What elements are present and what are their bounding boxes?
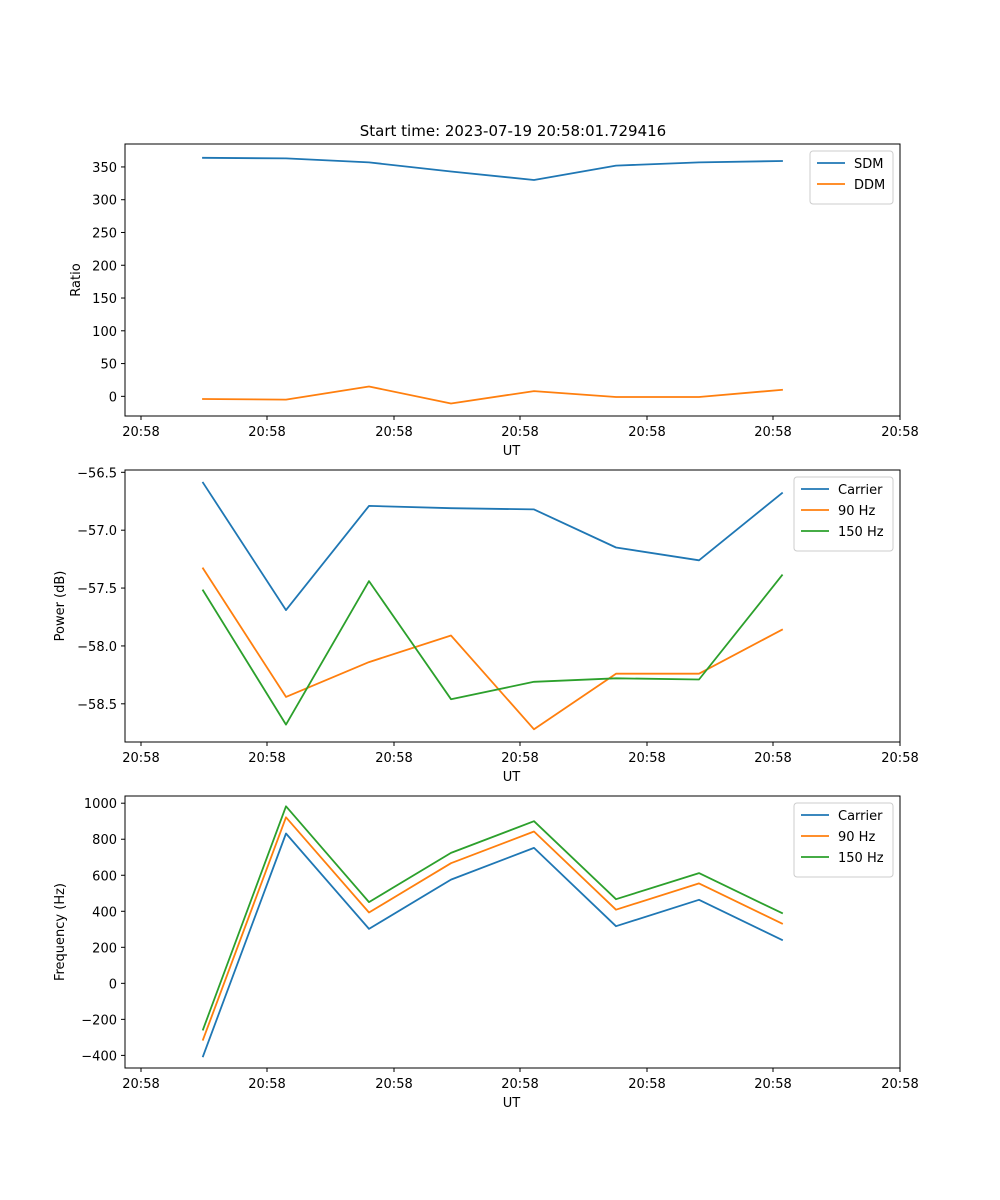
legend-box [809,150,894,205]
legend-label: Carrier [838,483,883,498]
legend-box [793,476,894,552]
y-tick-label: 200 [92,259,117,274]
series-line-90-hz [201,567,784,731]
y-axis-label: Frequency (Hz) [53,883,68,981]
y-tick-label: −58.5 [77,698,117,713]
x-tick-label: 20:58 [881,751,918,766]
x-tick-label: 20:58 [375,425,412,440]
x-tick-label: 20:58 [628,751,665,766]
legend-label: DDM [854,178,885,193]
y-tick-label: 300 [92,194,117,209]
panels: 20:58 20:58 20:58 20:58 20:58 20:58 20:58 UT 0 50… [53,143,919,1111]
series-line-150-hz [201,805,784,1031]
y-tick-label: 50 [100,358,117,373]
x-tick-label: 20:58 [122,1077,159,1092]
y-tick-label: 0 [109,977,117,992]
legend-label: 150 Hz [838,851,884,866]
legend: Carrier 90 Hz 150 Hz [793,802,894,878]
x-tick-label: 20:58 [754,1077,791,1092]
x-tick-label: 20:58 [248,751,285,766]
x-tick-label: 20:58 [501,1077,538,1092]
series-line-sdm [202,156,783,181]
legend-label: 90 Hz [838,504,875,519]
series-line-carrier [201,832,784,1058]
x-tick-label: 20:58 [501,751,538,766]
series-line-150-hz [201,574,784,726]
y-axis-label: Ratio [69,263,84,296]
x-tick-label: 20:58 [122,425,159,440]
series-line-90-hz [201,816,784,1041]
y-tick-label: 350 [92,161,117,176]
legend-label: Carrier [838,809,883,824]
axes-frame [124,795,901,1069]
x-tick-label: 20:58 [628,425,665,440]
x-axis-label: UT [503,770,521,785]
y-tick-label: 800 [92,833,117,848]
panel-ratio: 20:58 20:58 20:58 20:58 20:58 20:58 20:58 UT 0 50… [69,143,919,459]
legend-box [793,802,894,878]
legend-label: 90 Hz [838,830,875,845]
legend: SDM DDM [809,150,894,205]
x-tick-label: 20:58 [628,1077,665,1092]
series-line-carrier [201,481,784,611]
y-tick-label: 100 [92,325,117,340]
y-tick-label: −56.5 [77,466,117,481]
x-tick-label: 20:58 [122,751,159,766]
x-axis-label: UT [503,444,521,459]
legend: Carrier 90 Hz 150 Hz [793,476,894,552]
x-tick-label: 20:58 [754,425,791,440]
x-tick-label: 20:58 [248,425,285,440]
panel-frequency: 20:58 20:58 20:58 20:58 20:58 20:58 20:58 UT −40… [53,795,919,1111]
y-tick-label: 1000 [84,797,117,812]
axes-frame [124,469,901,743]
y-tick-label: −58.0 [77,640,117,655]
x-tick-label: 20:58 [375,1077,412,1092]
legend-label: SDM [854,157,883,172]
y-tick-label: 0 [109,390,117,405]
y-tick-label: 250 [92,226,117,241]
y-tick-label: 200 [92,941,117,956]
x-tick-label: 20:58 [754,751,791,766]
y-tick-label: 400 [92,905,117,920]
y-tick-label: −57.0 [77,524,117,539]
x-tick-label: 20:58 [501,425,538,440]
y-tick-label: −200 [81,1013,117,1028]
y-tick-label: 600 [92,869,117,884]
panel-power: 20:58 20:58 20:58 20:58 20:58 20:58 20:58 UT −58… [53,466,919,785]
x-tick-label: 20:58 [881,1077,918,1092]
x-axis-label: UT [503,1096,521,1111]
figure-title: Start time: 2023-07-19 20:58:01.729416 [360,122,666,140]
series-line-ddm [202,385,783,405]
y-tick-label: 150 [92,292,117,307]
y-tick-label: −57.5 [77,582,117,597]
x-tick-label: 20:58 [248,1077,285,1092]
y-axis-label: Power (dB) [53,571,68,642]
x-tick-label: 20:58 [881,425,918,440]
y-tick-label: −400 [81,1049,117,1064]
legend-label: 150 Hz [838,525,884,540]
x-tick-label: 20:58 [375,751,412,766]
axes-frame [124,143,901,417]
